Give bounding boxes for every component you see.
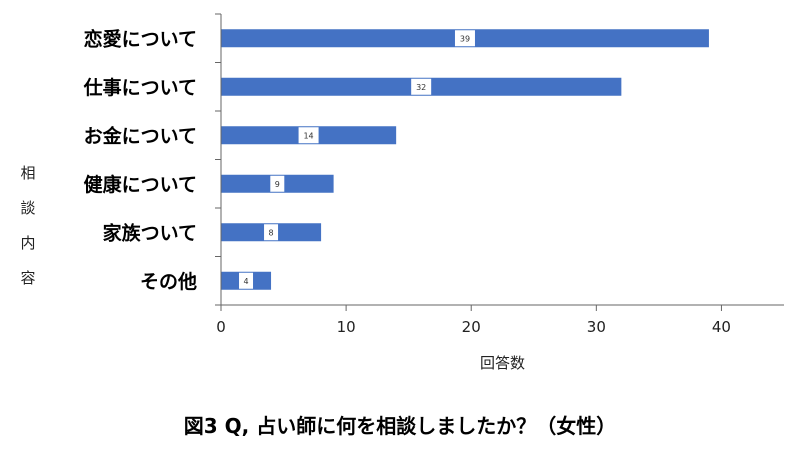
category-label: お金について [84, 124, 197, 147]
category-label: 健康について [84, 173, 197, 196]
data-label-box [264, 224, 279, 241]
x-tick-label: 0 [216, 318, 226, 336]
y-axis-title-char: 内 [20, 234, 35, 252]
y-ticks-group [215, 13, 221, 306]
bar-chart: 39 32 14 9 8 4 恋愛について仕事についてお金について健康について家族ついてそ… [20, 13, 784, 372]
x-axis-title: 回答数 [480, 354, 525, 372]
data-label-box [411, 78, 432, 95]
x-tick-label: 20 [462, 318, 481, 336]
x-ticks-group: 0 10 20 30 40 [216, 305, 731, 336]
y-axis-title-char: 相 [20, 164, 35, 182]
figure-caption: 図3 Q, 占い師に何を相談しましたか？（女性） [183, 414, 617, 438]
category-label: 恋愛について [84, 27, 197, 50]
data-label-box [454, 30, 475, 47]
x-tick-label: 10 [337, 318, 356, 336]
data-label: 39 [460, 34, 470, 43]
data-label: 32 [416, 83, 426, 92]
y-axis-title-char: 容 [20, 269, 35, 287]
category-label: その他 [140, 270, 197, 293]
data-label: 4 [243, 277, 248, 286]
data-label: 9 [275, 180, 280, 189]
data-label: 8 [268, 228, 273, 237]
x-tick-label: 30 [587, 318, 606, 336]
y-axis-title-char: 談 [20, 199, 35, 217]
bars-group: 39 32 14 9 8 4 [221, 29, 709, 290]
category-label: 仕事について [83, 76, 197, 99]
data-label: 14 [303, 131, 313, 140]
category-label: 家族ついて [103, 221, 197, 244]
axes-group [220, 14, 784, 306]
data-label-box [270, 175, 285, 192]
data-label-box [298, 127, 319, 144]
data-label-box [239, 272, 254, 289]
x-tick-label: 40 [712, 318, 731, 336]
